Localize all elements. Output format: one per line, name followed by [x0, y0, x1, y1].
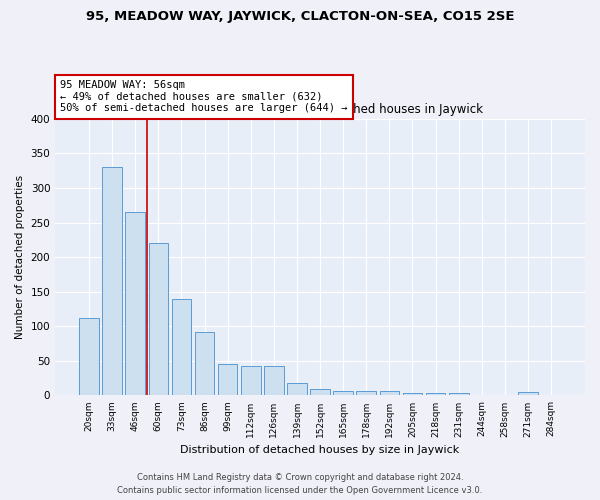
Bar: [380, 392, 399, 396]
Bar: [125, 212, 145, 396]
Bar: [149, 244, 168, 396]
Bar: [426, 392, 445, 396]
Bar: [79, 318, 99, 396]
Bar: [172, 298, 191, 396]
Bar: [518, 392, 538, 396]
Text: 95 MEADOW WAY: 56sqm
← 49% of detached houses are smaller (632)
50% of semi-deta: 95 MEADOW WAY: 56sqm ← 49% of detached h…: [61, 80, 348, 114]
Bar: [287, 383, 307, 396]
Bar: [218, 364, 238, 396]
Bar: [403, 392, 422, 396]
Bar: [103, 168, 122, 396]
Title: Size of property relative to detached houses in Jaywick: Size of property relative to detached ho…: [158, 104, 482, 117]
Bar: [334, 392, 353, 396]
Text: 95, MEADOW WAY, JAYWICK, CLACTON-ON-SEA, CO15 2SE: 95, MEADOW WAY, JAYWICK, CLACTON-ON-SEA,…: [86, 10, 514, 23]
Bar: [264, 366, 284, 396]
Bar: [241, 366, 260, 396]
Y-axis label: Number of detached properties: Number of detached properties: [15, 175, 25, 339]
Bar: [195, 332, 214, 396]
X-axis label: Distribution of detached houses by size in Jaywick: Distribution of detached houses by size …: [181, 445, 460, 455]
Text: Contains HM Land Registry data © Crown copyright and database right 2024.
Contai: Contains HM Land Registry data © Crown c…: [118, 474, 482, 495]
Bar: [449, 394, 469, 396]
Bar: [356, 392, 376, 396]
Bar: [310, 388, 330, 396]
